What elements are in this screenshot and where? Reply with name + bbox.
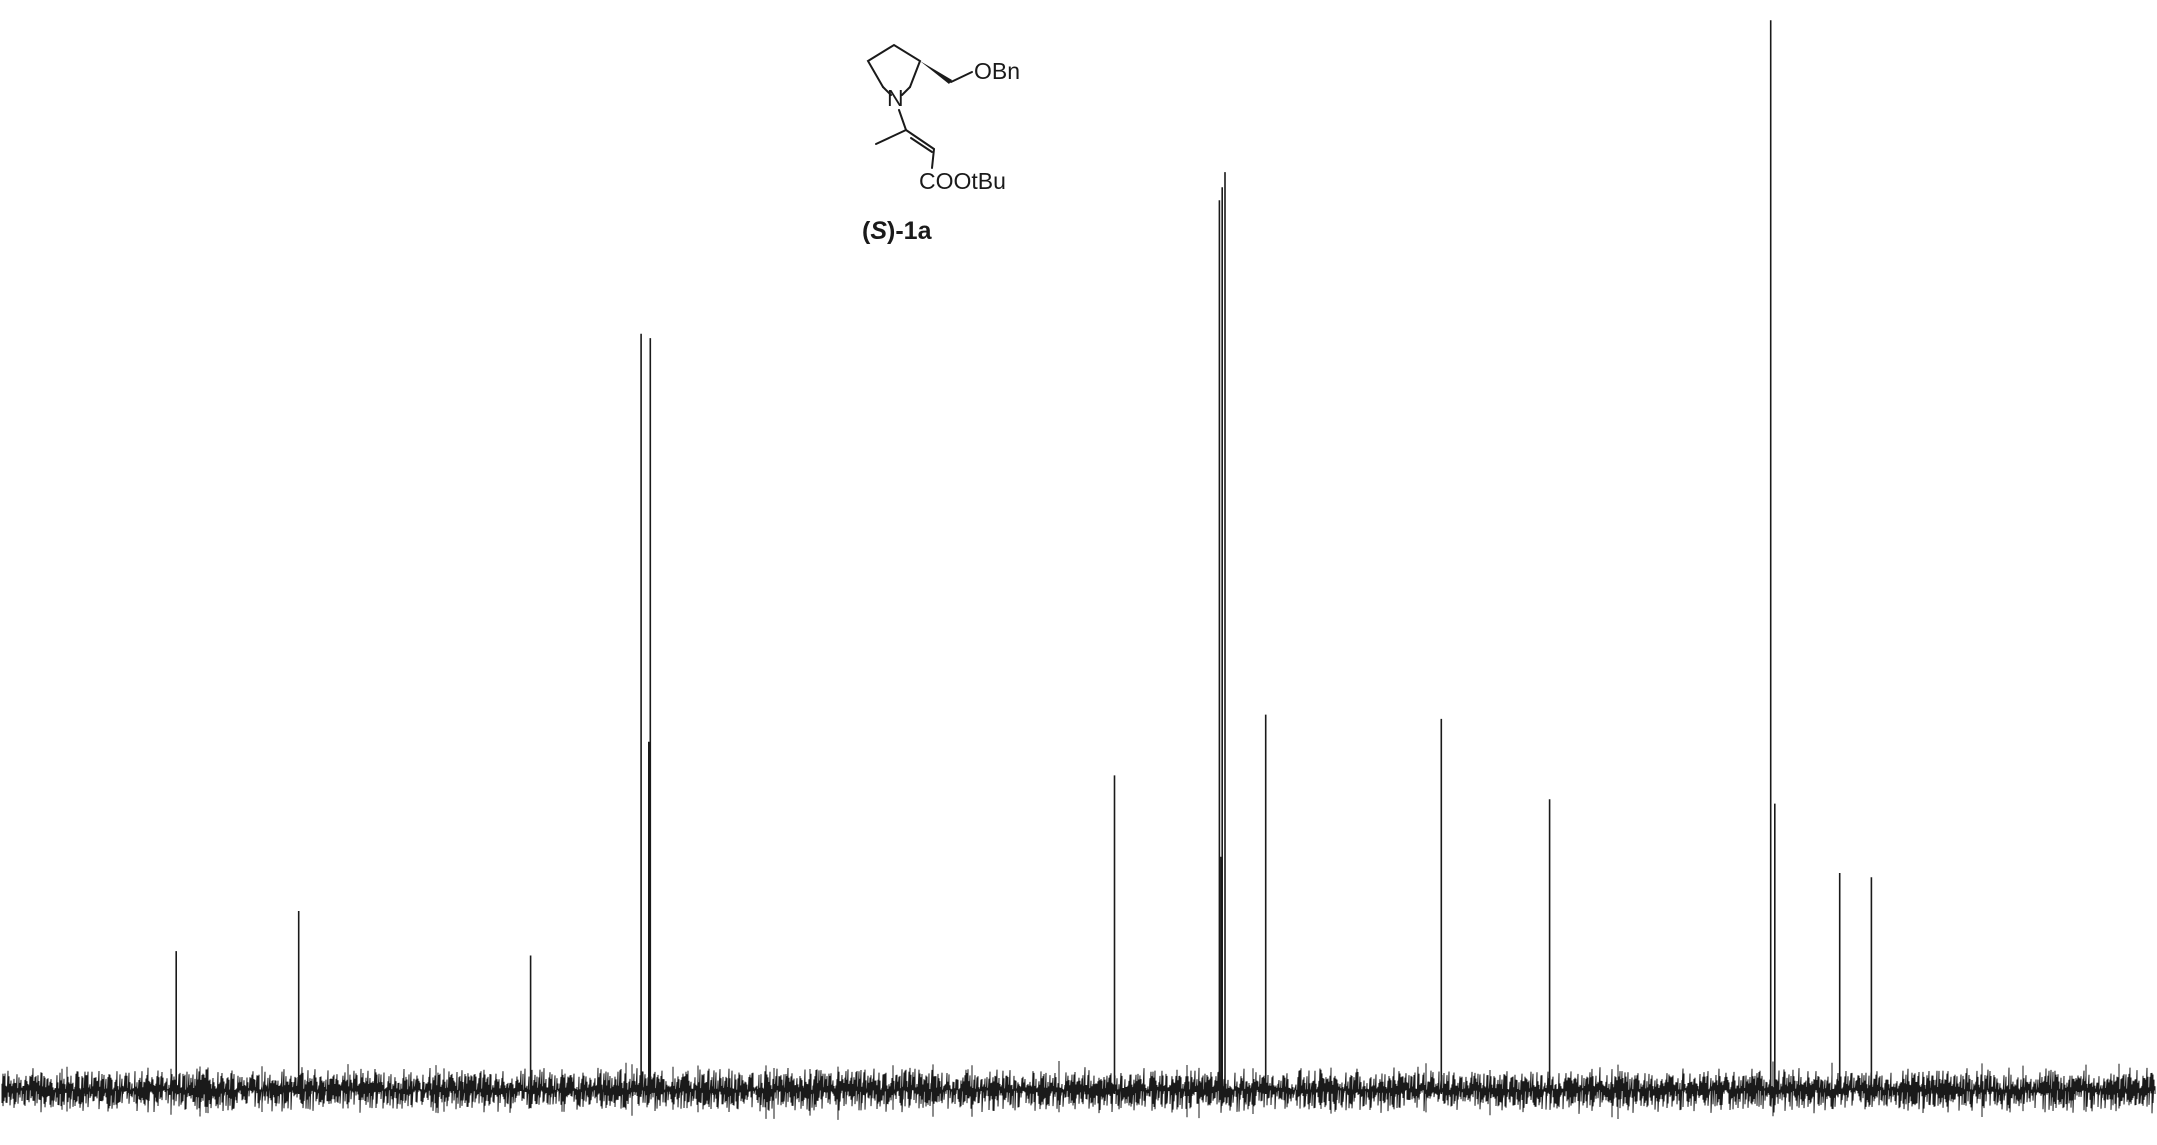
ester-bond (931, 148, 935, 169)
spectrum-peaks (175, 20, 1873, 1094)
baseline-noise-trace (1, 1061, 2156, 1120)
chemical-structure: OBn N COOtBu (S)-1a (862, 43, 1020, 245)
baseline-noise-path (1, 1061, 2156, 1120)
nitrogen-atom-label: N (887, 85, 904, 111)
n-vinyl-bond (898, 109, 907, 131)
stereo-wedge-bond (920, 61, 952, 84)
alkene-second-bond (910, 137, 933, 153)
ring-n-bond-right (901, 86, 911, 96)
ch2-o-bond (950, 71, 973, 83)
methyl-bond (875, 129, 907, 145)
substituent-obn-label: OBn (974, 58, 1020, 84)
pyrrolidine-ring-bonds (866, 43, 922, 88)
ester-label: COOtBu (919, 168, 1006, 194)
ring-n-bond-left (882, 86, 892, 96)
compound-label: (S)-1a (862, 217, 933, 245)
alkene-bond (905, 129, 935, 150)
